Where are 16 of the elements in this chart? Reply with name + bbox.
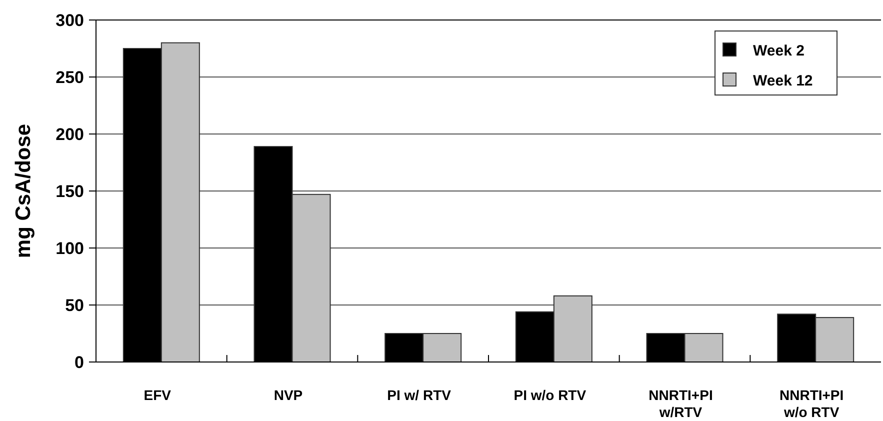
x-tick-label: NNRTI+PI w/RTV xyxy=(648,387,713,420)
x-tick-label: EFV xyxy=(144,387,172,403)
y-tick-label: 300 xyxy=(56,10,84,30)
y-tick-label: 100 xyxy=(56,238,84,258)
y-tick-label: 200 xyxy=(56,124,84,144)
y-axis-title: mg CsA/dose xyxy=(12,124,35,258)
y-tick-label: 50 xyxy=(65,296,84,315)
y-tick-label: 250 xyxy=(56,68,84,87)
y-tick-label: 0 xyxy=(74,352,84,372)
legend-label: Week 12 xyxy=(753,72,813,90)
x-tick-label: PI w/o RTV xyxy=(514,387,587,403)
x-tick-label: NVP xyxy=(274,387,303,403)
x-tick-label: PI w/ RTV xyxy=(387,387,452,403)
x-tick-label: NNRTI+PI w/o RTV xyxy=(779,387,844,420)
legend-label: Week 2 xyxy=(753,42,804,60)
y-tick-label: 150 xyxy=(56,182,84,201)
